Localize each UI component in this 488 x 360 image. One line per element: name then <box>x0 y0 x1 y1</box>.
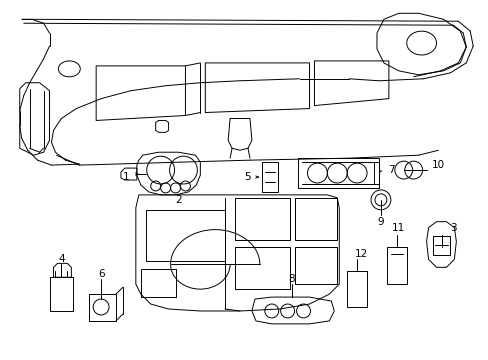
Text: 3: 3 <box>449 222 456 233</box>
Text: 7: 7 <box>388 165 394 175</box>
Text: 8: 8 <box>288 274 294 284</box>
Text: 5: 5 <box>244 172 251 182</box>
Text: 2: 2 <box>175 195 182 205</box>
Text: 10: 10 <box>431 160 444 170</box>
Text: 1: 1 <box>122 172 129 182</box>
Text: 12: 12 <box>354 249 367 260</box>
Text: 9: 9 <box>377 217 384 227</box>
Text: 4: 4 <box>58 255 64 264</box>
Text: 11: 11 <box>391 222 405 233</box>
Text: 6: 6 <box>98 269 104 279</box>
